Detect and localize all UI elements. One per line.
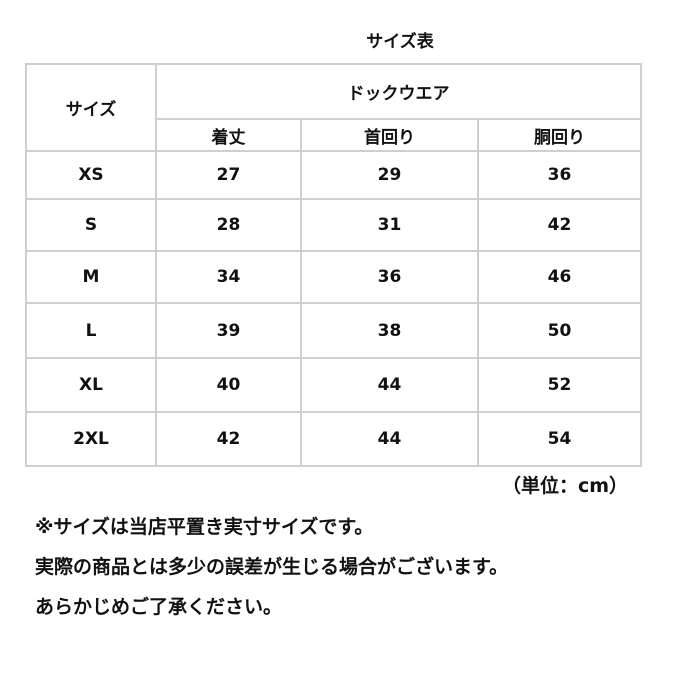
- table-row: S 28 31 42: [25, 198, 642, 252]
- size-cell: S: [25, 198, 157, 252]
- value-cell: 50: [477, 302, 642, 359]
- value-cell: 34: [155, 250, 302, 304]
- value-cell: 38: [300, 302, 479, 359]
- value-cell: 39: [155, 302, 302, 359]
- value-cell: 27: [155, 150, 302, 200]
- note-line: ※サイズは当店平置き実寸サイズです。: [35, 516, 374, 538]
- size-cell: L: [25, 302, 157, 359]
- size-cell: XS: [25, 150, 157, 200]
- size-header: サイズ: [25, 63, 157, 152]
- unit-label: （単位：cm）: [501, 475, 628, 497]
- table-row: L 39 38 50: [25, 302, 642, 359]
- col-header: 着丈: [155, 118, 302, 152]
- value-cell: 28: [155, 198, 302, 252]
- table-row: M 34 36 46: [25, 250, 642, 304]
- size-cell: M: [25, 250, 157, 304]
- value-cell: 44: [300, 357, 479, 413]
- note-line: 実際の商品とは多少の誤差が生じる場合がございます。: [35, 556, 509, 578]
- value-cell: 29: [300, 150, 479, 200]
- size-table: サイズ ドックウエア 着丈 首回り 胴回り XS 27 29 36 S 28 31 42 M 34…: [25, 63, 642, 467]
- value-cell: 54: [477, 411, 642, 467]
- value-cell: 40: [155, 357, 302, 413]
- table-row: 2XL 42 44 54: [25, 411, 642, 467]
- value-cell: 42: [155, 411, 302, 467]
- group-header: ドックウエア: [155, 63, 642, 120]
- value-cell: 46: [477, 250, 642, 304]
- value-cell: 42: [477, 198, 642, 252]
- value-cell: 52: [477, 357, 642, 413]
- table-row: XL 40 44 52: [25, 357, 642, 413]
- value-cell: 36: [300, 250, 479, 304]
- value-cell: 36: [477, 150, 642, 200]
- value-cell: 44: [300, 411, 479, 467]
- col-header: 胴回り: [477, 118, 642, 152]
- size-cell: 2XL: [25, 411, 157, 467]
- value-cell: 31: [300, 198, 479, 252]
- col-header: 首回り: [300, 118, 479, 152]
- page-title: サイズ表: [366, 32, 434, 52]
- table-row: XS 27 29 36: [25, 150, 642, 200]
- note-line: あらかじめご了承ください。: [35, 596, 283, 618]
- size-cell: XL: [25, 357, 157, 413]
